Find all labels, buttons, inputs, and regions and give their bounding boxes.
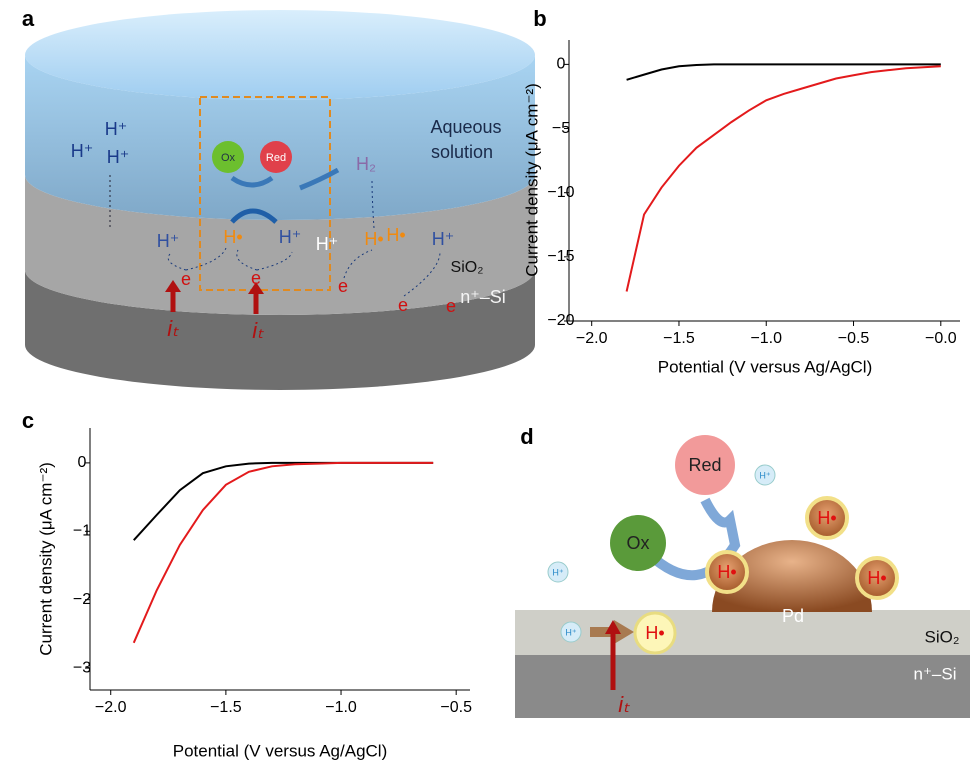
label: Pd	[782, 606, 804, 626]
label: H⁺	[157, 231, 180, 251]
label: H⁺	[107, 147, 130, 167]
x-tick-label: −2.0	[576, 330, 608, 347]
y-tick-label: −3	[73, 659, 91, 676]
x-axis-label: Potential (V versus Ag/AgCl)	[658, 357, 872, 376]
data-line	[627, 66, 941, 291]
y-tick-label: −15	[547, 248, 574, 265]
y-axis-label: Current density (μA cm⁻²)	[522, 83, 541, 277]
label: H•	[223, 227, 242, 247]
label: e	[338, 276, 348, 296]
label: Red	[266, 152, 286, 164]
label: iₜ	[618, 692, 630, 717]
label: e	[398, 295, 408, 315]
y-tick-label: 0	[557, 56, 566, 73]
label: H•	[817, 508, 836, 528]
x-tick-label: −0.0	[925, 330, 957, 347]
figure: a b c d Aqueous solution H⁺ H⁺ H⁺ Ox Red…	[0, 0, 970, 771]
data-line	[134, 463, 433, 540]
label: H⁺	[432, 229, 455, 249]
label: H•	[867, 568, 886, 588]
label: Red	[688, 455, 721, 475]
label: H•	[386, 225, 405, 245]
x-tick-label: −1.5	[210, 699, 242, 716]
x-tick-label: −2.0	[95, 699, 127, 716]
y-tick-label: −5	[552, 120, 570, 137]
label: H⁺	[552, 567, 563, 577]
label: H⁺	[71, 141, 94, 161]
label: H⁺	[565, 627, 576, 637]
diagram-d: Red H⁺ Ox H• H• H• Pd H⁺ H⁺ H• SiO₂ n⁺–S…	[515, 435, 970, 718]
label: Ox	[221, 152, 236, 164]
label: iₜ	[167, 316, 179, 341]
label: H•	[364, 229, 383, 249]
label: solution	[431, 142, 493, 162]
diagram-a: Aqueous solution H⁺ H⁺ H⁺ Ox Red H₂ H⁺ H…	[25, 10, 535, 390]
label: e	[251, 268, 261, 288]
panel-label: b	[533, 6, 546, 31]
data-line	[134, 463, 433, 643]
label: e	[446, 296, 456, 316]
x-tick-label: −0.5	[838, 330, 870, 347]
label: SiO₂	[451, 259, 484, 276]
y-tick-label: 0	[78, 454, 87, 471]
x-tick-label: −1.0	[750, 330, 782, 347]
label: SiO₂	[925, 627, 960, 646]
label: H⁺	[316, 234, 339, 254]
x-tick-label: −0.5	[440, 699, 472, 716]
label: H•	[717, 562, 736, 582]
label: Ox	[626, 533, 649, 553]
label: H⁺	[105, 119, 128, 139]
label: n⁺–Si	[914, 664, 957, 683]
sio2-layer	[515, 610, 970, 655]
label: H⁺	[759, 470, 770, 480]
label: H•	[645, 623, 664, 643]
y-tick-label: −10	[547, 184, 574, 201]
data-line	[627, 64, 941, 79]
label: n⁺–Si	[460, 287, 506, 307]
x-tick-label: −1.0	[325, 699, 357, 716]
water-surface	[25, 10, 535, 100]
label: H⁺	[279, 227, 302, 247]
n-si-layer	[515, 655, 970, 718]
label: Aqueous	[430, 117, 501, 137]
panel-label: d	[520, 424, 533, 449]
y-axis-label: Current density (μA cm⁻²)	[36, 462, 55, 656]
panel-label: a	[22, 6, 35, 31]
x-tick-label: −1.5	[663, 330, 695, 347]
y-tick-label: −1	[73, 523, 91, 540]
y-tick-label: −2	[73, 591, 91, 608]
label: H₂	[356, 154, 376, 174]
label: iₜ	[252, 318, 264, 343]
x-axis-label: Potential (V versus Ag/AgCl)	[173, 741, 387, 760]
label: e	[181, 269, 191, 289]
y-tick-label: −20	[547, 312, 574, 329]
panel-label: c	[22, 408, 34, 433]
